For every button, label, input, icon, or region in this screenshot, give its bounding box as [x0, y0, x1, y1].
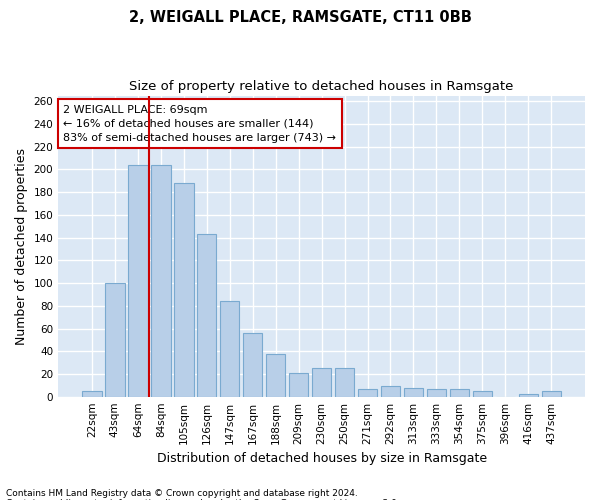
Bar: [174, 183, 194, 396]
Text: Contains HM Land Registry data © Crown copyright and database right 2024.: Contains HM Land Registry data © Crown c…: [6, 488, 358, 498]
Bar: [151, 165, 170, 396]
Bar: [427, 388, 446, 396]
Bar: [128, 165, 148, 396]
Text: 2, WEIGALL PLACE, RAMSGATE, CT11 0BB: 2, WEIGALL PLACE, RAMSGATE, CT11 0BB: [128, 10, 472, 25]
Title: Size of property relative to detached houses in Ramsgate: Size of property relative to detached ho…: [130, 80, 514, 93]
Bar: [312, 368, 331, 396]
Bar: [358, 388, 377, 396]
Bar: [197, 234, 217, 396]
Bar: [473, 391, 492, 396]
Bar: [449, 388, 469, 396]
Bar: [105, 283, 125, 397]
Text: 2 WEIGALL PLACE: 69sqm
← 16% of detached houses are smaller (144)
83% of semi-de: 2 WEIGALL PLACE: 69sqm ← 16% of detached…: [64, 104, 337, 142]
Text: Contains public sector information licensed under the Open Government Licence v3: Contains public sector information licen…: [6, 498, 400, 500]
Y-axis label: Number of detached properties: Number of detached properties: [15, 148, 28, 344]
Bar: [542, 391, 561, 396]
Bar: [266, 354, 286, 397]
Bar: [518, 394, 538, 396]
Bar: [404, 388, 423, 396]
Bar: [243, 333, 262, 396]
X-axis label: Distribution of detached houses by size in Ramsgate: Distribution of detached houses by size …: [157, 452, 487, 465]
Bar: [220, 301, 239, 396]
Bar: [381, 386, 400, 396]
Bar: [335, 368, 355, 396]
Bar: [82, 391, 101, 396]
Bar: [289, 373, 308, 396]
